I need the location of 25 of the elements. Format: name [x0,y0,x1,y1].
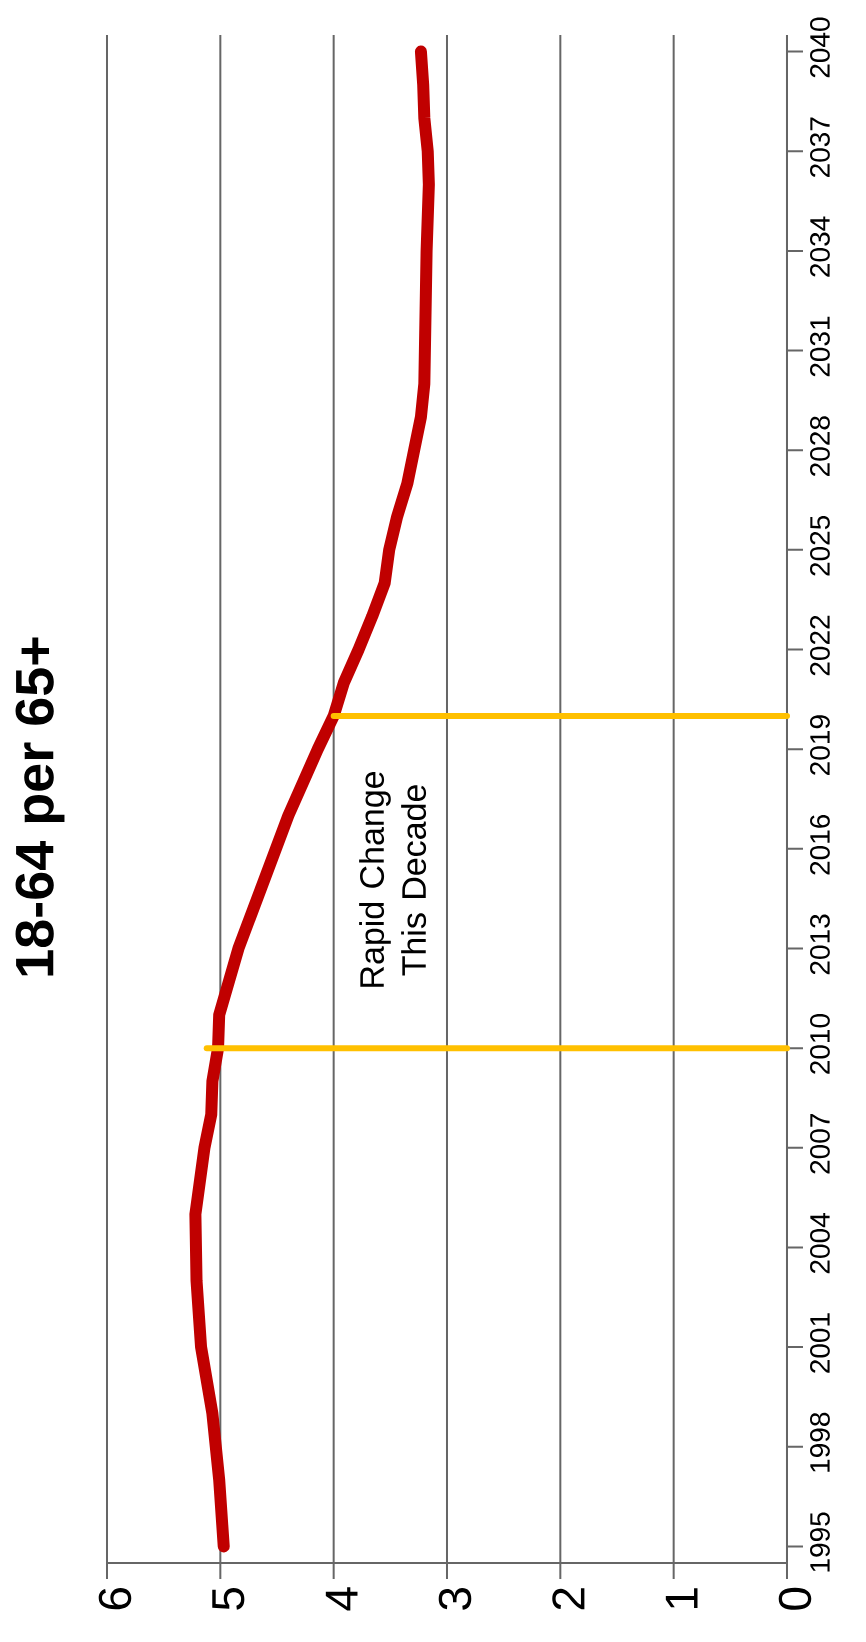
y-tick-label: 2022 [810,615,830,676]
annotation: Rapid Change This Decade [359,771,427,987]
x-tick-label: 1 [665,1588,698,1609]
y-tick-label: 2016 [810,814,830,875]
y-tick-label: 2001 [810,1313,830,1373]
x-tick-label: 3 [438,1588,472,1610]
y-tick-label: 2037 [810,117,830,177]
y-tick-label: 2034 [810,216,830,277]
y-tick-label: 1998 [810,1412,830,1472]
y-tick-label: 2013 [810,914,830,975]
y-tick-label: 2028 [810,416,830,476]
x-tick-label: 0 [778,1587,812,1610]
y-tick-label: 2040 [810,17,830,78]
y-tick-label: 2025 [810,515,830,576]
x-tick-label: 6 [98,1588,132,1610]
y-tick-label: 2031 [810,316,830,377]
x-tick-label: 2 [552,1588,585,1610]
y-tick-label: 2007 [810,1114,830,1174]
y-tick-label: 2019 [810,715,830,775]
y-tick-label: 1995 [810,1512,830,1572]
text: 18-64 per 65+ [15,637,65,976]
x-tick-label: 5 [212,1587,245,1610]
y-tick-label: 2004 [810,1213,830,1274]
x-tick-label: 4 [325,1587,358,1611]
y-tick-label: 2010 [810,1014,830,1074]
